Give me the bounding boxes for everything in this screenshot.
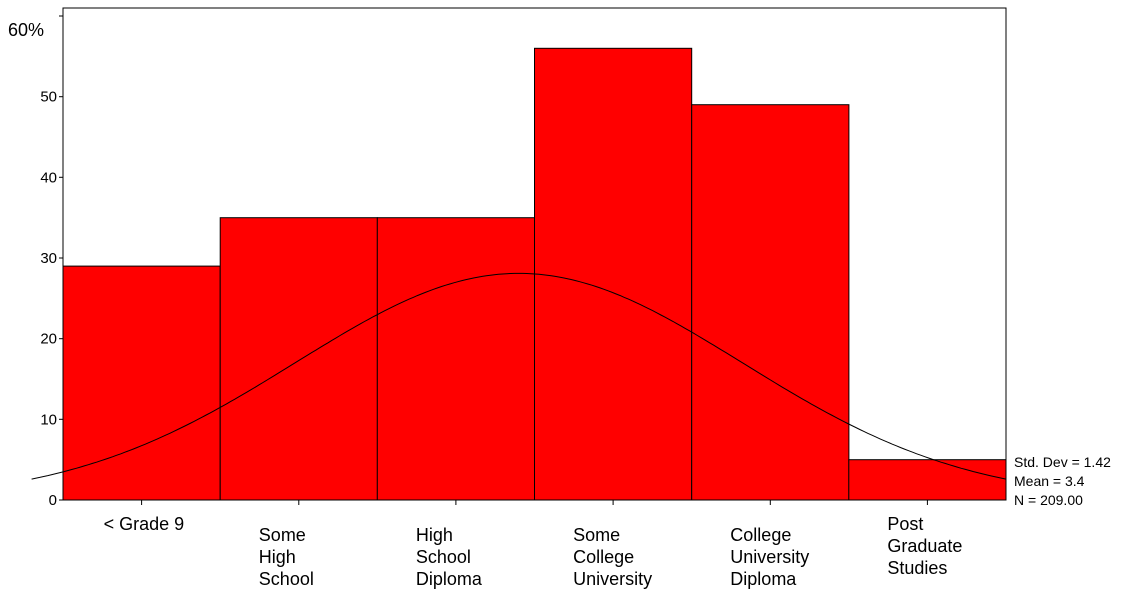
y-tick-label: 10 xyxy=(40,411,57,428)
bar xyxy=(219,217,378,501)
y-axis-top-label: 60% xyxy=(8,20,44,40)
x-category-label: College University Diploma xyxy=(730,525,809,589)
y-axis: 0 10 20 30 40 50 xyxy=(40,15,63,509)
x-category-label: < Grade 9 xyxy=(104,514,185,534)
x-category-label: Post Graduate Studies xyxy=(887,514,962,578)
bar xyxy=(848,459,1007,501)
mean-label: Mean = 3.4 xyxy=(1014,473,1085,489)
bar xyxy=(376,217,535,501)
x-axis: < Grade 9 Some High School High School Diploma… xyxy=(104,500,962,589)
x-category-label: Some College University xyxy=(573,525,652,589)
y-tick-label: 40 xyxy=(40,169,57,186)
bar xyxy=(62,265,221,501)
x-category-label: High School Diploma xyxy=(416,525,483,589)
y-tick-label: 20 xyxy=(40,331,57,348)
normal-curve xyxy=(31,272,1007,480)
n-label: N = 209.00 xyxy=(1014,492,1083,508)
bar xyxy=(691,104,850,501)
std-dev-label: Std. Dev = 1.42 xyxy=(1014,454,1111,470)
y-tick-label: 50 xyxy=(40,89,57,106)
x-category-label: Some High School xyxy=(259,525,314,589)
bar xyxy=(534,47,693,501)
y-tick-label: 30 xyxy=(40,250,57,267)
y-tick-label: 0 xyxy=(49,492,57,509)
stats-box: Std. Dev = 1.42 Mean = 3.4 N = 209.00 xyxy=(1014,454,1111,508)
